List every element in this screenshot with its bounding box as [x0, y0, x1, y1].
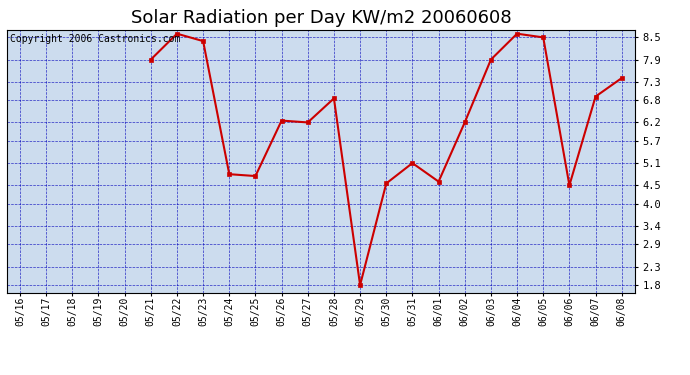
Title: Solar Radiation per Day KW/m2 20060608: Solar Radiation per Day KW/m2 20060608: [130, 9, 511, 27]
Text: Copyright 2006 Castronics.com: Copyright 2006 Castronics.com: [10, 34, 180, 44]
